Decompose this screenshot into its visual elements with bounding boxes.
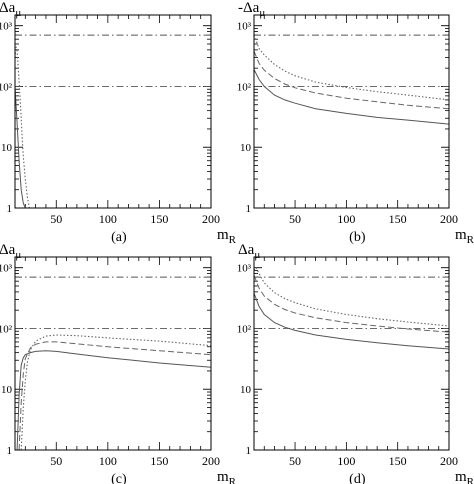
y-tick-label: 10² <box>0 81 13 93</box>
x-tick-label: 200 <box>440 212 458 226</box>
series-group <box>254 34 449 125</box>
y-axis-label: -Δaμ <box>238 0 265 19</box>
series-line-dashed <box>254 51 449 110</box>
series-line-dashed <box>18 341 211 450</box>
y-tick-label: 10³ <box>237 263 252 275</box>
series-line-solid <box>254 293 449 350</box>
y-tick-label: 10 <box>1 384 13 396</box>
x-tick-label: 150 <box>389 212 407 226</box>
y-axis-label: Δaμ <box>0 0 21 19</box>
plot-frame <box>253 256 450 451</box>
y-tick-label: 10³ <box>237 21 252 33</box>
x-tick-label: 200 <box>202 212 220 226</box>
y-tick-label: 10² <box>237 81 252 93</box>
x-axis-label: mR <box>455 227 474 246</box>
x-tick-label: 50 <box>50 212 62 226</box>
x-tick-label: 100 <box>337 454 355 468</box>
x-tick-label: 50 <box>289 212 301 226</box>
x-tick-label: 100 <box>99 454 117 468</box>
x-tick-label: 150 <box>150 212 168 226</box>
series-group <box>15 46 30 208</box>
x-tick-label: 50 <box>50 454 62 468</box>
y-tick-label: 10³ <box>0 263 13 275</box>
panel-label: (c) <box>111 472 127 484</box>
series-line-solid <box>15 86 26 208</box>
x-axis-label: mR <box>217 469 237 484</box>
panel-label: (a) <box>111 230 127 245</box>
x-axis-label: mR <box>455 469 474 484</box>
chart-panel-b: 1 10 10² 10³ 50 100 150 200 -Δaμ mR (b) <box>237 0 474 246</box>
x-tick-label: 150 <box>150 454 168 468</box>
y-axis-label: Δaμ <box>238 242 260 261</box>
series-line-dotted <box>254 266 449 327</box>
series-line-dashed <box>254 275 449 333</box>
y-tick-label: 10³ <box>0 21 13 33</box>
y-tick-label: 10² <box>237 323 252 335</box>
x-tick-label: 200 <box>440 454 458 468</box>
series-line-dotted <box>20 334 211 450</box>
y-tick-label: 10 <box>240 384 252 396</box>
x-tick-label: 100 <box>99 212 117 226</box>
y-tick-label: 1 <box>7 445 13 457</box>
x-tick-label: 150 <box>389 454 407 468</box>
y-axis-label: Δaμ <box>0 242 21 261</box>
chart-panel-d: 1 10 10² 10³ 50 100 150 200 Δaμ mR (d) <box>237 242 474 484</box>
chart-panel-c: 1 10 10² 10³ 50 100 150 200 Δaμ mR (c) <box>0 242 237 484</box>
plot-frame <box>14 14 212 209</box>
y-tick-label: 10² <box>0 323 13 335</box>
series-line-solid <box>254 69 449 125</box>
plot-frame <box>253 14 450 209</box>
x-tick-label: 200 <box>202 454 220 468</box>
x-tick-label: 50 <box>289 454 301 468</box>
y-tick-label: 1 <box>246 203 252 215</box>
y-tick-label: 1 <box>7 203 13 215</box>
series-line-dotted <box>15 46 30 208</box>
x-tick-label: 100 <box>337 212 355 226</box>
y-tick-label: 1 <box>246 445 252 457</box>
series-line-dotted <box>254 34 449 101</box>
series-group <box>16 334 211 450</box>
panel-label: (b) <box>349 230 366 245</box>
plot-frame <box>14 256 212 451</box>
y-tick-label: 10 <box>1 142 13 154</box>
series-group <box>254 266 449 350</box>
panel-label: (d) <box>349 472 366 484</box>
x-axis-label: mR <box>217 227 237 246</box>
y-tick-label: 10 <box>240 142 252 154</box>
series-line-solid <box>16 350 211 450</box>
chart-panel-a: 1 10 10² 10³ 50 100 150 200 Δaμ mR (a) <box>0 0 237 246</box>
